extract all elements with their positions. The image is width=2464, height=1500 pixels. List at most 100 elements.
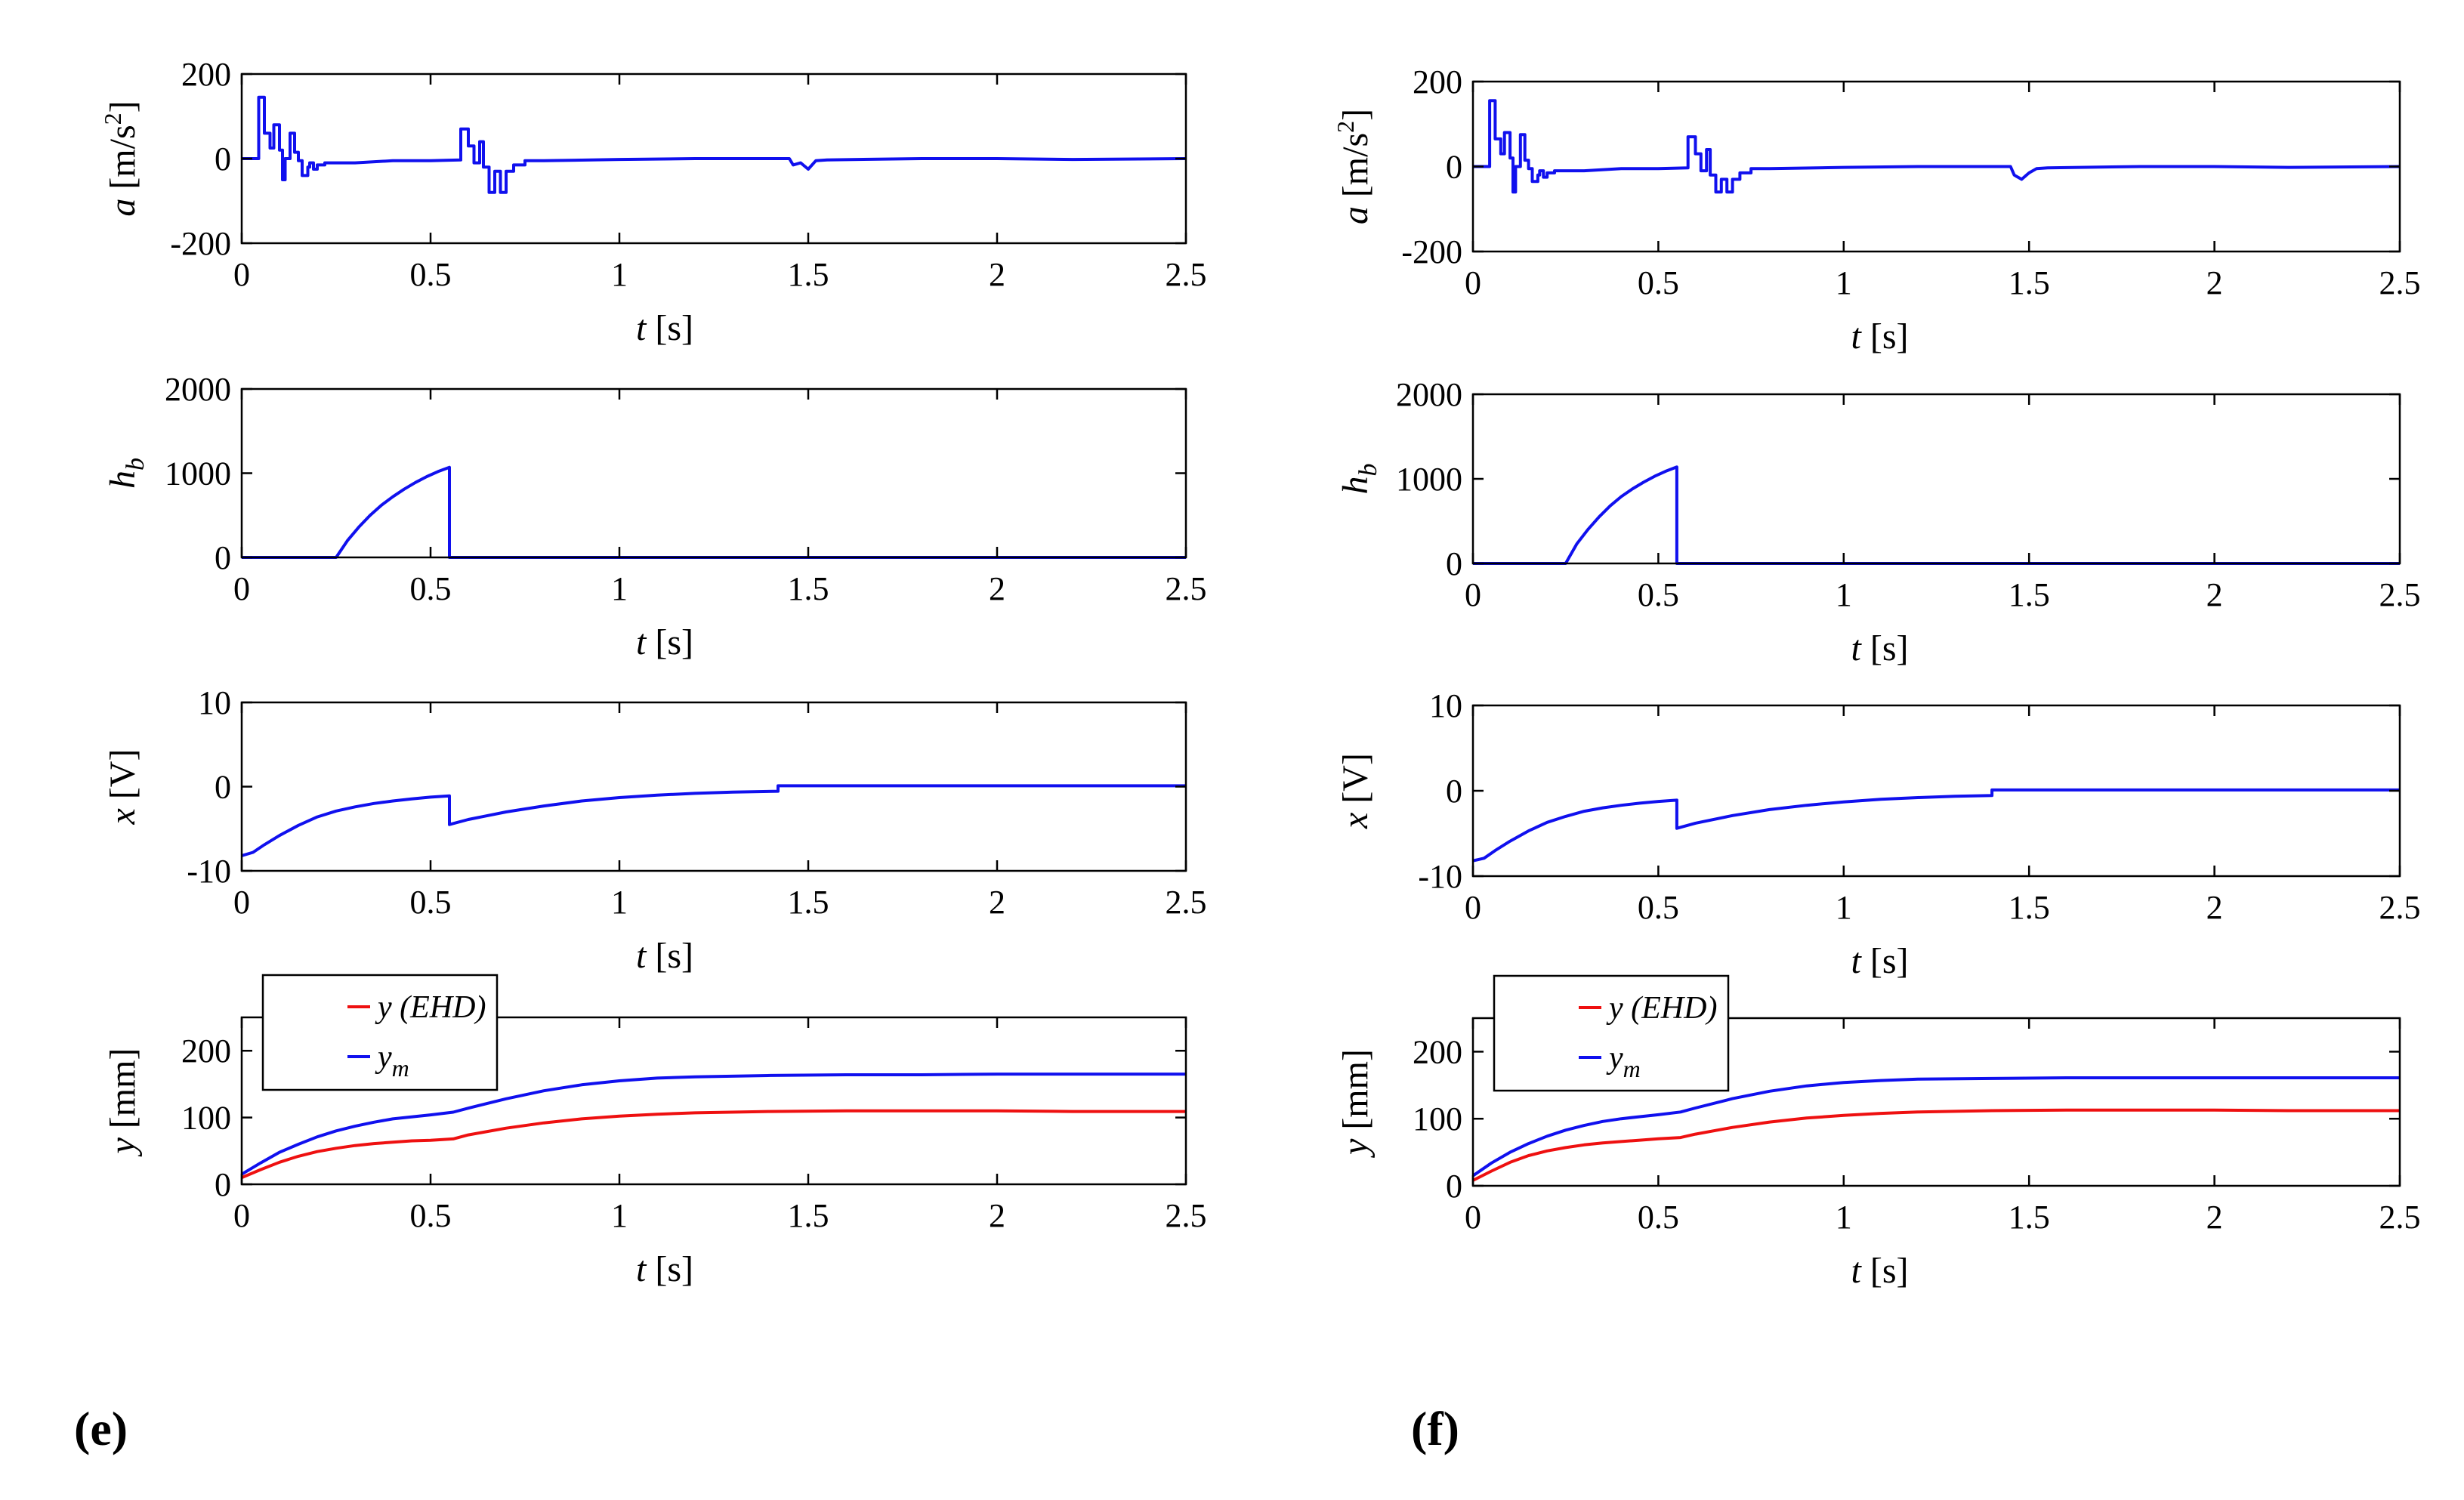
- chart-f-3-legend: y (EHD) ym: [1493, 974, 1730, 1092]
- chart-f-0-ytick-label: -200: [1401, 233, 1462, 270]
- chart-f-0-ytick-label: 0: [1446, 149, 1462, 186]
- chart-e-2-xtick-label: 1.5: [788, 884, 829, 921]
- chart-f-2-ytick-label: 10: [1429, 687, 1462, 724]
- chart-e-2-ytick-label: 0: [215, 769, 231, 806]
- chart-f-2-xtick-label: 2: [2206, 889, 2223, 926]
- chart-f-0-xtick-label: 1.5: [2009, 264, 2050, 301]
- chart-f-0-xtick-label: 2.5: [2379, 264, 2421, 301]
- chart-f-2-ytick-label: 0: [1446, 773, 1462, 810]
- chart-f-2-xtick-label: 0: [1465, 889, 1481, 926]
- panel-label-e: (e): [74, 1402, 128, 1455]
- chart-f-1-series-line-0: [1473, 465, 2400, 565]
- chart-e-1-ytick-label: 1000: [165, 455, 231, 492]
- chart-e-2-ytick-label: -10: [187, 853, 231, 890]
- chart-e-2-ylabel: x [V]: [103, 749, 143, 826]
- chart-e-1-ytick-label: 0: [215, 539, 231, 576]
- chart-e-0-xtick-label: 2: [989, 256, 1005, 293]
- chart-e-0-xtick-label: 2.5: [1166, 256, 1207, 293]
- chart-f-2-series-line-0: [1473, 788, 2400, 863]
- chart-f-1-xtick-label: 1: [1836, 576, 1852, 613]
- chart-e-3-series-line-1: [242, 1073, 1186, 1176]
- chart-f-3-axes-box: [1471, 1017, 2401, 1187]
- chart-f-0-xtick-label: 0: [1465, 264, 1481, 301]
- chart-e-2-xtick-label: 1: [611, 884, 628, 921]
- chart-f-2-xtick-label: 1: [1836, 889, 1852, 926]
- chart-e-3-ylabel: y [mm]: [103, 1048, 143, 1158]
- chart-e-0-ylabel: a [m/s2]: [99, 100, 143, 216]
- chart-f-2-xtick-label: 2.5: [2379, 889, 2421, 926]
- chart-e-0-ytick-label: -200: [170, 225, 231, 262]
- chart-f-2-xtick-label: 1.5: [2009, 889, 2050, 926]
- chart-e-3-axes-box: [240, 1016, 1187, 1186]
- chart-f-3-legend-label: y (EHD): [1606, 991, 1717, 1026]
- chart-f-0-ytick-label: 200: [1413, 63, 1462, 100]
- chart-e-3-xtick-label: 0: [233, 1197, 250, 1234]
- chart-f-3-legend-box: [1493, 974, 1730, 1092]
- chart-e-2-series-line-0: [242, 784, 1186, 857]
- chart-f-1: 0 0.5 1 1.5 2 2.5 0 1000 2000 t [s] hb: [1335, 376, 2421, 668]
- chart-e-1-ytick-label: 2000: [165, 371, 231, 408]
- chart-f-3-ytick-label: 100: [1413, 1100, 1462, 1137]
- chart-e-3-xtick-label: 2: [989, 1197, 1005, 1234]
- chart-e-3-xtick-label: 1.5: [788, 1197, 829, 1234]
- panel-label-f: (f): [1411, 1402, 1459, 1455]
- chart-e-1-axes-box: [240, 387, 1187, 559]
- chart-e-1-xtick-label: 0: [233, 570, 250, 607]
- chart-e-3-legend-box: [261, 974, 499, 1091]
- chart-f-3-ylabel: y [mm]: [1335, 1049, 1376, 1159]
- chart-f-0-ylabel: a [m/s2]: [1332, 109, 1376, 224]
- chart-e-2-ytick-label: 10: [198, 684, 231, 721]
- chart-e-1-xtick-label: 2: [989, 570, 1005, 607]
- chart-f-1-ytick-label: 2000: [1396, 376, 1462, 413]
- chart-e-3-legend: y (EHD) ym: [261, 974, 499, 1091]
- chart-f-2-xtick-label: 0.5: [1638, 889, 1679, 926]
- chart-e-0-ytick-label: 200: [181, 56, 231, 93]
- chart-e-1-xlabel: t [s]: [636, 622, 693, 662]
- chart-e-2-xlabel: t [s]: [636, 936, 693, 976]
- chart-e-0-xtick-label: 0.5: [410, 256, 452, 293]
- chart-e-1-xtick-label: 1: [611, 570, 628, 607]
- chart-e-2-xtick-label: 0.5: [410, 884, 452, 921]
- chart-f-1-xtick-label: 2: [2206, 576, 2223, 613]
- chart-f-1-ytick-label: 0: [1446, 545, 1462, 582]
- chart-e-3-ytick-label: 100: [181, 1100, 231, 1137]
- chart-e-1: 0 0.5 1 1.5 2 2.5 0 1000 2000 t [s] hb: [103, 371, 1207, 662]
- chart-e-3-xtick-label: 0.5: [410, 1197, 452, 1234]
- chart-f-2-ylabel: x [V]: [1335, 753, 1376, 829]
- chart-f-1-axes-box: [1471, 393, 2401, 565]
- chart-e-3-xtick-label: 1: [611, 1197, 628, 1234]
- chart-e-1-xtick-label: 0.5: [410, 570, 452, 607]
- chart-e-2-xtick-label: 2: [989, 884, 1005, 921]
- chart-f-0-xtick-label: 0.5: [1638, 264, 1679, 301]
- chart-f-2-ytick-label: -10: [1418, 858, 1462, 895]
- chart-f-3-xtick-label: 0.5: [1638, 1199, 1679, 1236]
- chart-f-1-xtick-label: 1.5: [2009, 576, 2050, 613]
- chart-e-0-ytick-label: 0: [215, 140, 231, 177]
- chart-f-3-xtick-label: 2.5: [2379, 1199, 2421, 1236]
- chart-f-3-xtick-label: 1: [1836, 1199, 1852, 1236]
- chart-f-1-xtick-label: 0.5: [1638, 576, 1679, 613]
- chart-f-1-xlabel: t [s]: [1851, 628, 1909, 668]
- chart-e-1-series-line-0: [242, 465, 1186, 559]
- chart-f-0-series-line-0: [1473, 99, 2400, 194]
- chart-e-0-xtick-label: 1.5: [788, 256, 829, 293]
- chart-f-0-xlabel: t [s]: [1851, 316, 1909, 356]
- chart-e-0-xtick-label: 0: [233, 256, 250, 293]
- chart-e-0-xtick-label: 1: [611, 256, 628, 293]
- chart-f-1-xtick-label: 0: [1465, 576, 1481, 613]
- chart-e-3-legend-label: ym: [375, 1040, 409, 1082]
- chart-f-3-xtick-label: 0: [1465, 1199, 1481, 1236]
- chart-f-2-xlabel: t [s]: [1851, 941, 1909, 981]
- chart-e-1-xtick-label: 2.5: [1166, 570, 1207, 607]
- chart-e-0-xlabel: t [s]: [636, 308, 693, 348]
- chart-f-3-xtick-label: 2: [2206, 1199, 2223, 1236]
- chart-f-3-ytick-label: 0: [1446, 1168, 1462, 1205]
- chart-f-0-xtick-label: 2: [2206, 264, 2223, 301]
- chart-e-0-series-line-0: [242, 95, 1186, 194]
- chart-e-2-xtick-label: 0: [233, 884, 250, 921]
